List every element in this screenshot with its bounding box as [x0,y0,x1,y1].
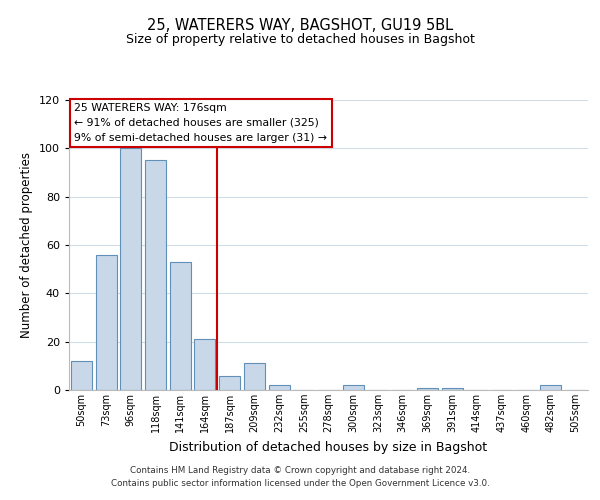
Bar [145,160,166,390]
Text: 25, WATERERS WAY, BAGSHOT, GU19 5BL: 25, WATERERS WAY, BAGSHOT, GU19 5BL [147,18,453,32]
Bar [269,385,290,390]
X-axis label: Distribution of detached houses by size in Bagshot: Distribution of detached houses by size … [169,440,488,454]
Bar [343,385,364,390]
Text: 25 WATERERS WAY: 176sqm
← 91% of detached houses are smaller (325)
9% of semi-de: 25 WATERERS WAY: 176sqm ← 91% of detache… [74,103,327,142]
Bar [442,388,463,390]
Bar [170,262,191,390]
Bar [71,361,92,390]
Bar [95,254,116,390]
Bar [120,148,141,390]
Y-axis label: Number of detached properties: Number of detached properties [20,152,33,338]
Bar [219,376,240,390]
Bar [194,339,215,390]
Bar [417,388,438,390]
Text: Contains HM Land Registry data © Crown copyright and database right 2024.
Contai: Contains HM Land Registry data © Crown c… [110,466,490,487]
Text: Size of property relative to detached houses in Bagshot: Size of property relative to detached ho… [125,32,475,46]
Bar [541,385,562,390]
Bar [244,364,265,390]
